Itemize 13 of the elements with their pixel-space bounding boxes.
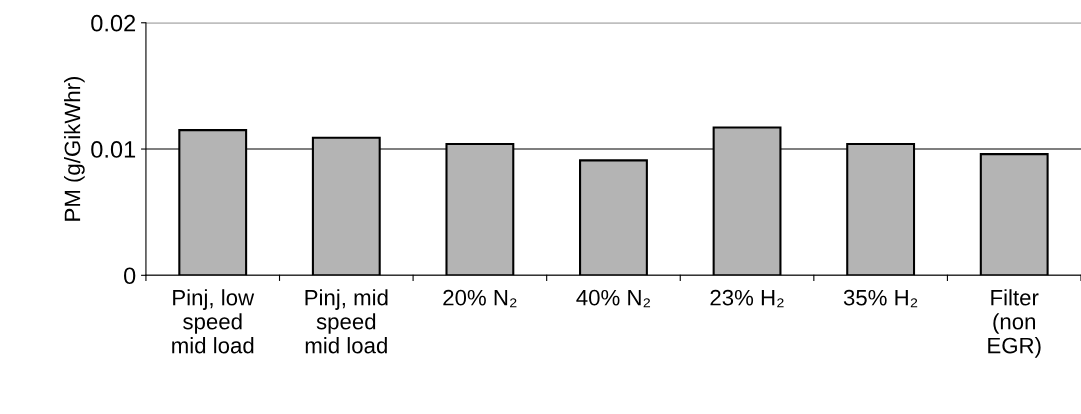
x-tick-label: 23% H₂ (710, 289, 784, 308)
y-tick-label: 0.02 (91, 14, 136, 32)
y-axis-title: PM (g/GikWhr) (63, 76, 85, 221)
x-tick-label: Pinj, low speed mid load (172, 289, 255, 354)
x-tick-label: 35% H₂ (843, 289, 918, 308)
x-tick-label: 40% N₂ (576, 289, 651, 308)
y-tick-label: 0 (124, 267, 136, 285)
x-tick-label: Filter (non EGR) (988, 289, 1041, 358)
y-tick-label: 0.01 (91, 141, 136, 158)
bar (979, 153, 1049, 276)
x-tick-label: 20% N₂ (443, 289, 517, 308)
x-tick-label: Pinj, mid speed mid load (305, 289, 388, 354)
bar (579, 159, 648, 276)
